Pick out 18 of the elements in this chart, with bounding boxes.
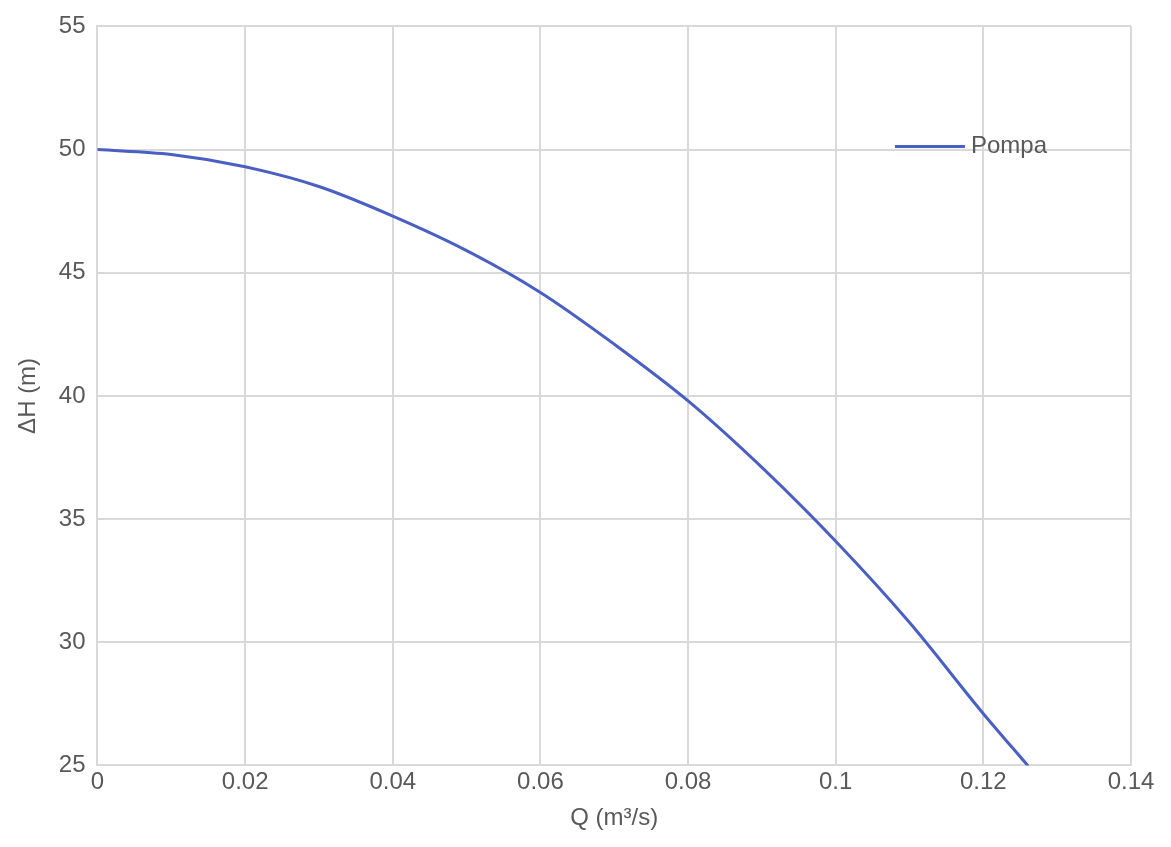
x-tick-label: 0.06: [517, 767, 564, 795]
x-tick-label: 0: [90, 767, 105, 795]
y-tick-label: 30: [58, 626, 86, 654]
x-axis-title: Q (m³/s): [570, 803, 659, 831]
x-tick-label: 0.02: [221, 767, 269, 795]
y-tick-label: 40: [58, 380, 86, 408]
y-tick-label: 50: [58, 134, 86, 162]
y-tick-label: 55: [58, 11, 86, 39]
x-tick-label: 0.12: [960, 767, 1007, 795]
y-axis-title: ΔH (m): [13, 357, 41, 434]
y-tick-label: 35: [58, 503, 86, 531]
legend-label: Pompa: [970, 131, 1048, 159]
x-tick-label: 0.08: [664, 767, 712, 795]
x-tick-label: 0.04: [369, 767, 417, 795]
x-tick-label: 0.14: [1107, 767, 1155, 795]
y-tick-label: 45: [58, 257, 86, 285]
y-tick-label: 25: [58, 750, 86, 778]
x-tick-label: 0.1: [819, 767, 853, 795]
